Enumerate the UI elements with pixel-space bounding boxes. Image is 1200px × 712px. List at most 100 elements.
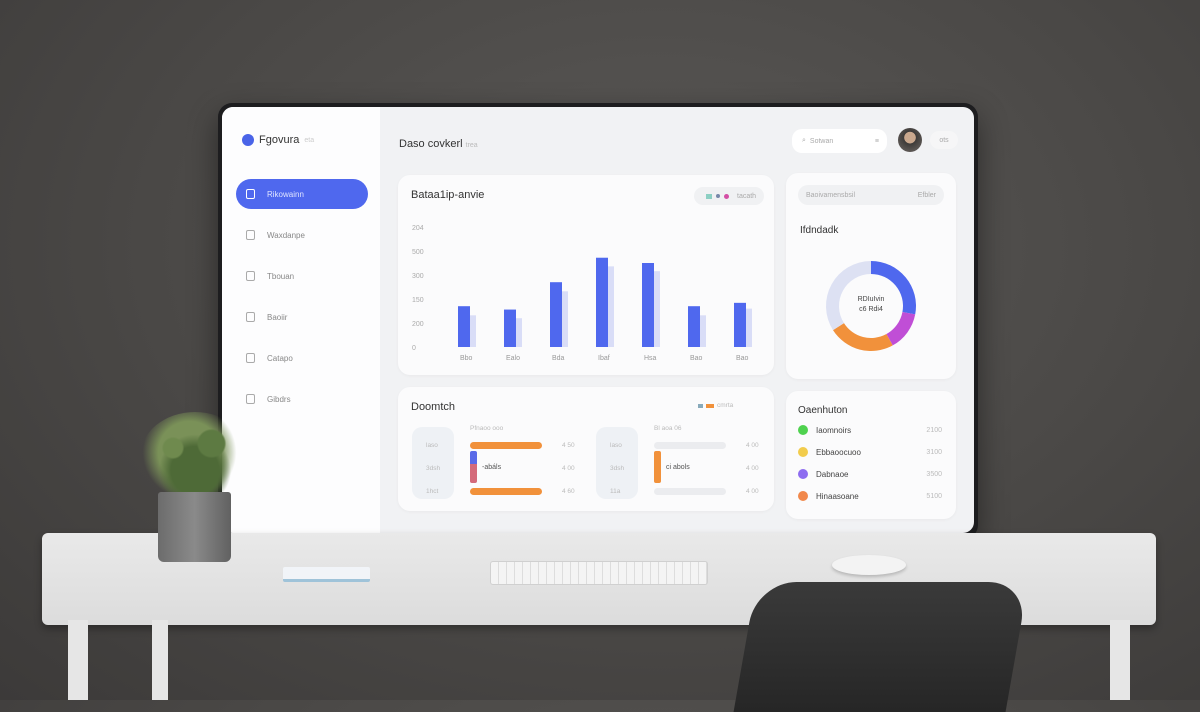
side-label: 3dsh: [426, 465, 441, 472]
search-input[interactable]: ⌕ Sotwan ≡: [792, 129, 887, 153]
desk-leg: [152, 620, 168, 700]
bar: [734, 302, 746, 347]
sidebar-item-label: Waxdanpe: [267, 230, 305, 240]
row-value: 4 00: [562, 465, 575, 472]
row-value: 4 00: [746, 488, 759, 495]
y-tick-label: 150: [412, 297, 424, 304]
row-value: 4 00: [746, 465, 759, 472]
bar: [742, 308, 752, 347]
sidebar-item-label: Gibdrs: [267, 394, 291, 404]
center-label: ci abols: [666, 464, 690, 471]
logo-icon: [242, 134, 254, 146]
sidebar-item[interactable]: Gibdrs: [236, 384, 368, 414]
chart-legend[interactable]: tacath: [694, 187, 764, 205]
donut-chart: [826, 261, 916, 351]
bottom-card: Doomtch cmrta laso 3dsh 1hct Pfnaoo ooo 4 50…: [398, 387, 774, 511]
bar: [558, 291, 568, 347]
bar-chart-title: Bataa1ip-anvie: [411, 189, 485, 201]
notebook: [283, 567, 370, 582]
bar: [504, 309, 516, 347]
x-tick-label: Hsa: [644, 355, 657, 362]
center-label: -abáls: [482, 464, 502, 471]
side-label: laso: [610, 442, 622, 449]
row-value: 4 50: [562, 442, 575, 449]
donut-filter[interactable]: Baoivamensbsil Efbler: [798, 185, 944, 205]
bottom-card-title: Doomtch: [411, 401, 456, 413]
side-panel: [596, 427, 638, 499]
trash-icon: [246, 353, 255, 363]
bar: [466, 315, 476, 347]
legend-label: tacath: [737, 192, 757, 200]
distribution-card: Oaenhuton Iaomnoirs 2100 Ebbaoocuoo 3100 Dab…: [786, 391, 956, 519]
progress-bar: [470, 488, 542, 495]
stacked-bar: [470, 451, 477, 483]
bag-icon: [246, 394, 255, 404]
distribution-item[interactable]: Dabnaoe 3500: [798, 469, 942, 479]
bar: [696, 315, 706, 347]
app-name: Fgovura: [259, 134, 300, 146]
bottom-legend[interactable]: cmrta: [698, 402, 733, 409]
x-tick-label: Bao: [736, 355, 749, 362]
y-tick-label: 500: [412, 249, 424, 256]
x-tick-label: Bda: [552, 355, 565, 362]
sidebar-item[interactable]: Catapo: [236, 343, 368, 373]
calendar-icon: [246, 230, 255, 240]
search-icon: ⌕: [802, 137, 806, 144]
bar: [642, 263, 654, 347]
legend-dot: [798, 447, 808, 457]
bar: [550, 282, 562, 347]
sidebar-item[interactable]: Baoiir: [236, 302, 368, 332]
distribution-item[interactable]: Iaomnoirs 2100: [798, 425, 942, 435]
bar: [512, 318, 522, 347]
bar: [604, 266, 614, 347]
home-icon: [246, 189, 255, 199]
sidebar-item[interactable]: Rikowainn: [236, 179, 368, 209]
item-label: Dabnaoe: [816, 469, 849, 479]
bar-chart: 0 200 150 300 500 204 Bbo Ealo Bda Ibaf Hsa Bao Bao: [412, 225, 752, 362]
y-tick-label: 0: [412, 345, 416, 352]
bar: [458, 306, 470, 347]
donut-slice: [833, 323, 893, 351]
y-tick-label: 204: [412, 225, 424, 232]
item-value: 3100: [926, 448, 942, 456]
sidebar-item-label: Baoiir: [267, 312, 288, 322]
group-header: Bl aoa 06: [654, 425, 682, 432]
item-value: 2100: [926, 426, 942, 434]
side-label: 3dsh: [610, 465, 625, 472]
sidebar-item-label: Rikowainn: [267, 189, 304, 199]
filter-icon[interactable]: ≡: [874, 137, 879, 145]
bar-chart-card: Bataa1ip-anvie tacath 0 200 150 300 500 204 Bb…: [398, 175, 774, 375]
document-icon: [246, 312, 255, 322]
donut-center-label: RDIuIvin c6 Rdi4: [857, 296, 885, 313]
row-value: 4 60: [562, 488, 575, 495]
distribution-item[interactable]: Ebbaoocuoo 3100: [798, 447, 942, 457]
plant-pot: [158, 492, 231, 562]
app-name-suffix: eta: [304, 136, 315, 144]
x-tick-label: Ibaf: [598, 355, 610, 362]
donut-slice: [826, 261, 871, 331]
bar: [596, 257, 608, 347]
sidebar-item[interactable]: Waxdanpe: [236, 220, 368, 250]
distribution-title: Oaenhuton: [798, 405, 848, 416]
user-menu[interactable]: ots: [930, 131, 958, 149]
legend-dot: [798, 491, 808, 501]
avatar[interactable]: [898, 128, 922, 152]
side-panel: [412, 427, 454, 499]
bar: [650, 271, 660, 347]
progress-bar: [654, 488, 726, 495]
sidebar-item-label: Catapo: [267, 353, 293, 363]
keyboard: [490, 561, 708, 585]
chart-icon: [246, 271, 255, 281]
x-tick-label: Ealo: [506, 355, 520, 362]
distribution-item[interactable]: Hinaasoane 5100: [798, 491, 942, 501]
legend-dot: [798, 469, 808, 479]
donut-card: Baoivamensbsil Efbler Ifdndadk RDIuIvin c6…: [786, 173, 956, 379]
donut-slice: [886, 311, 916, 346]
page-title: Daso covkerl trea: [399, 138, 478, 150]
sidebar-item[interactable]: Tbouan: [236, 261, 368, 291]
donut-slice: [871, 261, 916, 315]
progress-bar: [470, 442, 542, 449]
x-tick-label: Bao: [690, 355, 703, 362]
row-value: 4 00: [746, 442, 759, 449]
progress-bar: [654, 442, 726, 449]
